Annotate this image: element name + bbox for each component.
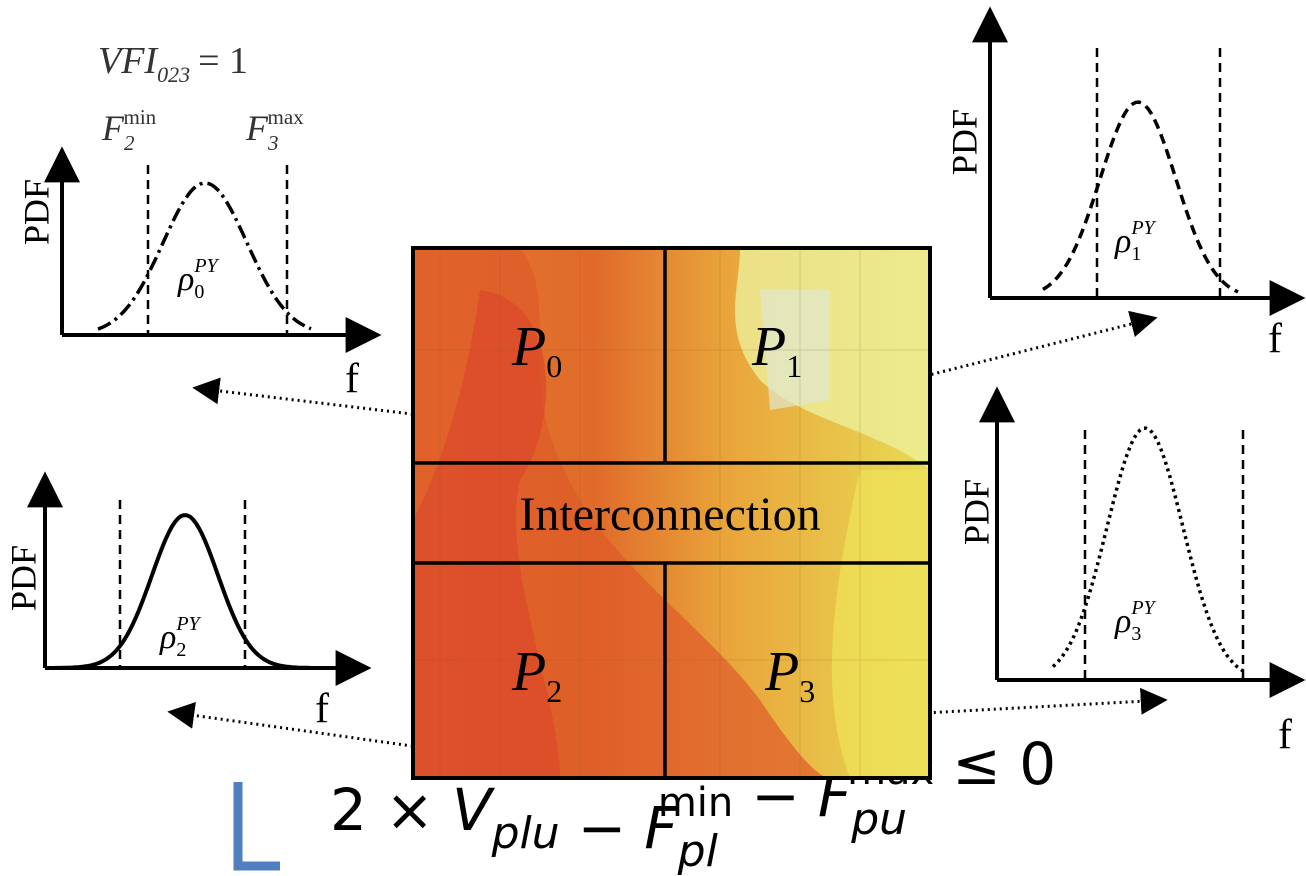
bracket (238, 782, 280, 866)
density-label: ρ2PY (159, 613, 202, 661)
f-max-label: F3max (245, 105, 304, 155)
x-axis-label: f (1278, 712, 1292, 758)
diagram: 2 ×Vplu−Fplmin−Fpumax≤ 0 PDFfρ0PYPDFfρ1P… (0, 0, 1306, 876)
pdf-plot: PDF f ρ0PY (16, 150, 378, 402)
density-label: ρ1PY (1114, 217, 1157, 265)
interconnect-label: Interconnection (519, 488, 820, 541)
pdf-plot: PDF f ρ1PY (944, 10, 1302, 362)
pdf-curve (1053, 428, 1245, 672)
y-axis-label: PDF (956, 479, 996, 545)
density-label: ρ3PY (1114, 597, 1157, 645)
pdf-plot: PDF f ρ2PY (3, 475, 368, 732)
density-label: ρ0PY (177, 255, 220, 303)
x-axis-label: f (345, 356, 359, 402)
x-axis-label: f (1268, 316, 1282, 362)
f-min-label: F2min (101, 105, 157, 155)
pdf-plot: PDF f ρ3PY (956, 390, 1302, 758)
x-axis-label: f (315, 686, 329, 732)
y-axis-label: PDF (944, 109, 984, 175)
y-axis-label: PDF (16, 179, 56, 245)
vfi-label: VFI023= 1 (98, 40, 248, 87)
y-axis-label: PDF (3, 545, 43, 611)
